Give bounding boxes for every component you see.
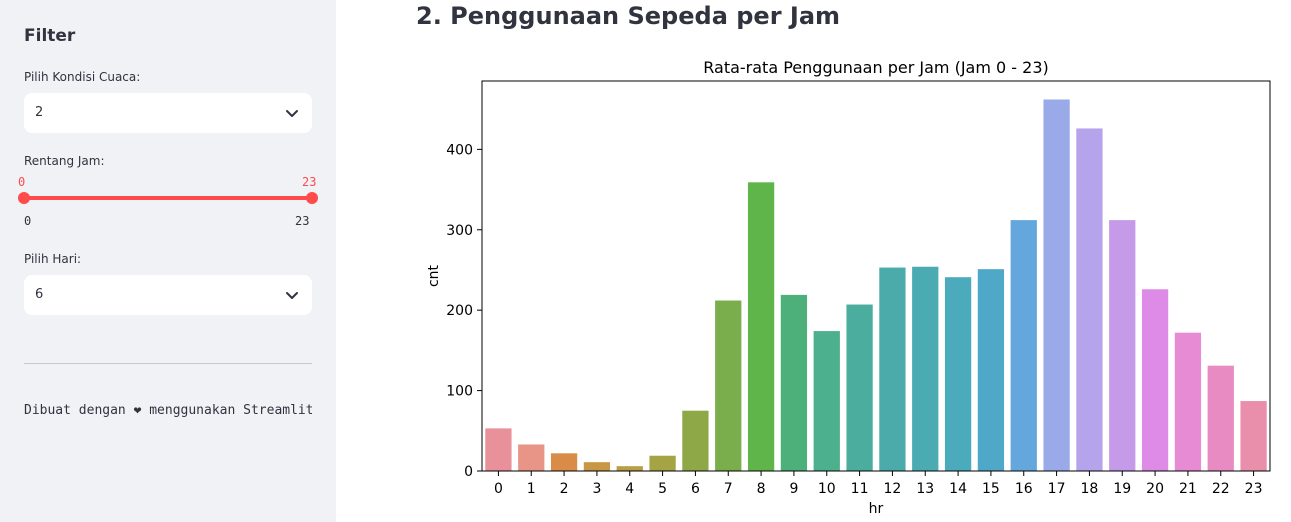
hour-slider-max-handle[interactable] <box>306 192 318 204</box>
x-tick-label: 5 <box>658 481 667 497</box>
bar-hour-21 <box>1174 332 1202 471</box>
bar-hour-19 <box>1109 220 1136 471</box>
x-tick-label: 15 <box>982 481 1000 497</box>
x-tick-label: 18 <box>1081 481 1099 497</box>
plot-frame <box>481 80 1271 472</box>
x-tick-label: 16 <box>1015 481 1033 497</box>
sidebar-heading: Filter <box>24 26 76 46</box>
bar-hour-14 <box>944 277 972 471</box>
x-tick-label: 1 <box>527 481 536 497</box>
chevron-down-icon <box>286 292 298 299</box>
x-tick-label: 21 <box>1179 481 1197 497</box>
x-axis-label: hr <box>869 501 884 517</box>
bar-hour-13 <box>912 266 939 471</box>
sidebar: Filter Pilih Kondisi Cuaca: 2 Rentang Ja… <box>0 0 336 522</box>
bar-hour-10 <box>813 331 840 471</box>
bar-hour-9 <box>780 294 808 471</box>
y-tick-label: 0 <box>464 464 473 480</box>
x-tick-label: 8 <box>757 481 766 497</box>
chart-title: Rata-rata Penggunaan per Jam (Jam 0 - 23… <box>703 58 1048 77</box>
y-tick-label: 200 <box>446 303 473 319</box>
bar-hour-11 <box>846 304 873 471</box>
hour-slider-track[interactable] <box>24 196 312 200</box>
slider-current-min: 0 <box>18 175 26 189</box>
day-select[interactable]: 6 <box>24 275 312 315</box>
weather-select-value: 2 <box>35 105 44 120</box>
x-tick-label: 4 <box>625 481 634 497</box>
bar-hour-17 <box>1043 99 1070 471</box>
slider-current-max: 23 <box>302 175 317 189</box>
x-tick-label: 3 <box>592 481 601 497</box>
bar-hour-6 <box>682 410 709 471</box>
y-tick-label: 300 <box>446 223 473 239</box>
x-tick-label: 17 <box>1048 481 1066 497</box>
x-tick-label: 20 <box>1146 481 1164 497</box>
bar-hour-4 <box>616 466 643 471</box>
weather-select-label: Pilih Kondisi Cuaca: <box>24 70 141 84</box>
slider-range-min: 0 <box>24 214 32 228</box>
footer-text: Dibuat dengan ❤ menggunakan Streamlit <box>24 403 312 418</box>
hour-slider-label: Rentang Jam: <box>24 154 105 168</box>
footer-container: Dibuat dengan ❤ menggunakan Streamlit <box>24 399 312 418</box>
x-tick-label: 7 <box>724 481 733 497</box>
chevron-down-icon <box>286 110 298 117</box>
x-tick-label: 6 <box>691 481 700 497</box>
x-tick-label: 23 <box>1245 481 1263 497</box>
hour-slider-min-handle[interactable] <box>18 192 30 204</box>
x-tick-label: 2 <box>560 481 569 497</box>
page-title: 2. Penggunaan Sepeda per Jam <box>416 2 841 30</box>
bar-hour-23 <box>1240 401 1267 471</box>
x-tick-label: 13 <box>916 481 934 497</box>
x-tick-label: 19 <box>1113 481 1131 497</box>
bar-hour-0 <box>485 428 512 471</box>
day-select-value: 6 <box>35 287 44 302</box>
weather-select[interactable]: 2 <box>24 93 312 133</box>
bar-hour-3 <box>583 462 611 471</box>
x-tick-label: 12 <box>884 481 902 497</box>
slider-range-max: 23 <box>295 214 310 228</box>
bar-hour-7 <box>715 300 742 471</box>
bar-hour-22 <box>1207 365 1234 471</box>
bar-hour-20 <box>1141 289 1169 471</box>
day-select-label: Pilih Hari: <box>24 252 82 266</box>
y-tick-label: 100 <box>446 384 473 400</box>
x-tick-label: 9 <box>789 481 798 497</box>
bar-hour-1 <box>518 444 545 471</box>
bar-hour-15 <box>977 269 1005 471</box>
bar-hour-5 <box>649 455 676 471</box>
bar-hour-8 <box>747 182 775 471</box>
x-tick-label: 22 <box>1212 481 1230 497</box>
bar-hour-18 <box>1076 128 1103 471</box>
y-tick-label: 400 <box>446 142 473 158</box>
bar-hour-12 <box>879 267 906 471</box>
x-tick-label: 11 <box>851 481 869 497</box>
sidebar-divider <box>24 363 312 364</box>
bar-hour-16 <box>1010 220 1037 471</box>
x-tick-label: 14 <box>949 481 967 497</box>
y-axis-label: cnt <box>426 264 442 287</box>
x-tick-label: 10 <box>818 481 836 497</box>
x-tick-label: 0 <box>494 481 503 497</box>
bar-hour-2 <box>550 453 578 471</box>
